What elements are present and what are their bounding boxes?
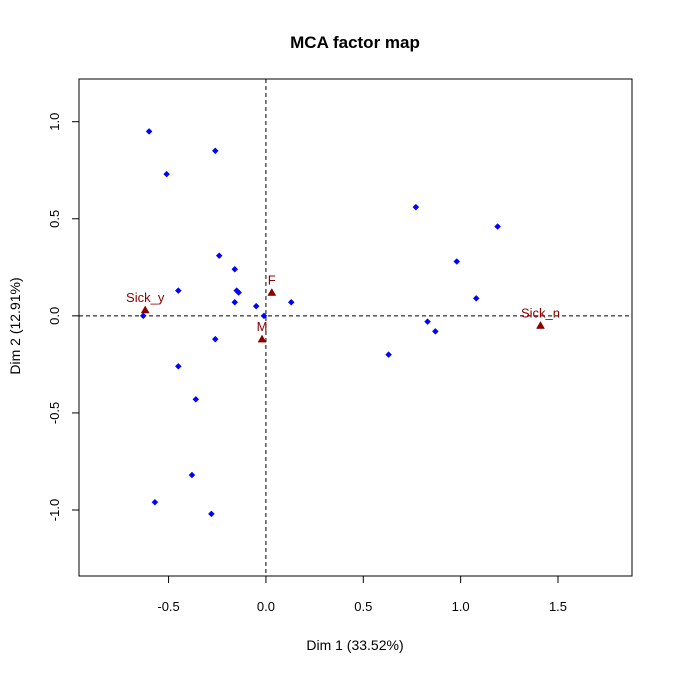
reference-lines <box>79 79 632 576</box>
x-tick-label: 0.5 <box>354 599 372 614</box>
individual-point <box>385 351 392 359</box>
individual-point <box>260 312 268 320</box>
individual-point <box>215 252 223 260</box>
individual-point <box>139 312 147 320</box>
category-point <box>536 321 545 329</box>
y-tick-label: 0.0 <box>47 307 62 325</box>
individual-point <box>208 510 215 518</box>
plot-frame <box>78 78 633 577</box>
individual-point <box>412 203 420 211</box>
y-tick-label: 0.5 <box>47 210 62 228</box>
category-label: F <box>268 273 276 288</box>
chart-title: MCA factor map <box>290 33 420 52</box>
individual-point <box>235 289 243 296</box>
individual-point <box>174 362 182 370</box>
category-label: M <box>257 319 268 334</box>
category-point <box>267 288 277 296</box>
individual-point <box>231 265 239 273</box>
individual-point <box>211 335 219 343</box>
individual-point <box>472 295 480 302</box>
individual-point <box>287 298 295 306</box>
individual-points <box>139 128 501 518</box>
individual-point <box>252 302 260 310</box>
x-tick-label: 1.0 <box>452 599 470 614</box>
y-tick-label: 1.0 <box>47 113 62 131</box>
y-tick-label: -0.5 <box>47 402 62 424</box>
y-axis-ticks: -1.0 -0.5 0.0 0.5 1.0 <box>47 113 80 521</box>
y-tick-label: -1.0 <box>47 499 62 521</box>
individual-point <box>231 298 239 306</box>
x-axis-ticks: -0.5 0.0 0.5 1.0 1.5 <box>157 575 567 614</box>
x-tick-label: -0.5 <box>157 599 179 614</box>
category-point <box>257 334 267 343</box>
x-tick-label: 0.0 <box>257 599 275 614</box>
individual-point <box>174 287 182 294</box>
x-tick-label: 1.5 <box>549 599 567 614</box>
individual-point <box>431 328 439 335</box>
individual-point <box>424 318 431 326</box>
category-point <box>140 305 150 314</box>
x-axis-label: Dim 1 (33.52%) <box>306 637 403 653</box>
individual-point <box>494 223 501 230</box>
category-label: Sick_y <box>126 290 165 305</box>
individual-point <box>192 395 200 403</box>
individual-point <box>211 147 219 155</box>
category-label: Sick_n <box>521 306 560 321</box>
category-points: Sick_y F M Sick_n <box>126 273 560 343</box>
individual-point <box>453 258 461 265</box>
individual-point <box>151 498 159 506</box>
y-axis-label: Dim 2 (12.91%) <box>7 277 23 374</box>
individual-point <box>188 471 196 479</box>
individual-point <box>163 170 170 178</box>
individual-point <box>145 128 153 135</box>
